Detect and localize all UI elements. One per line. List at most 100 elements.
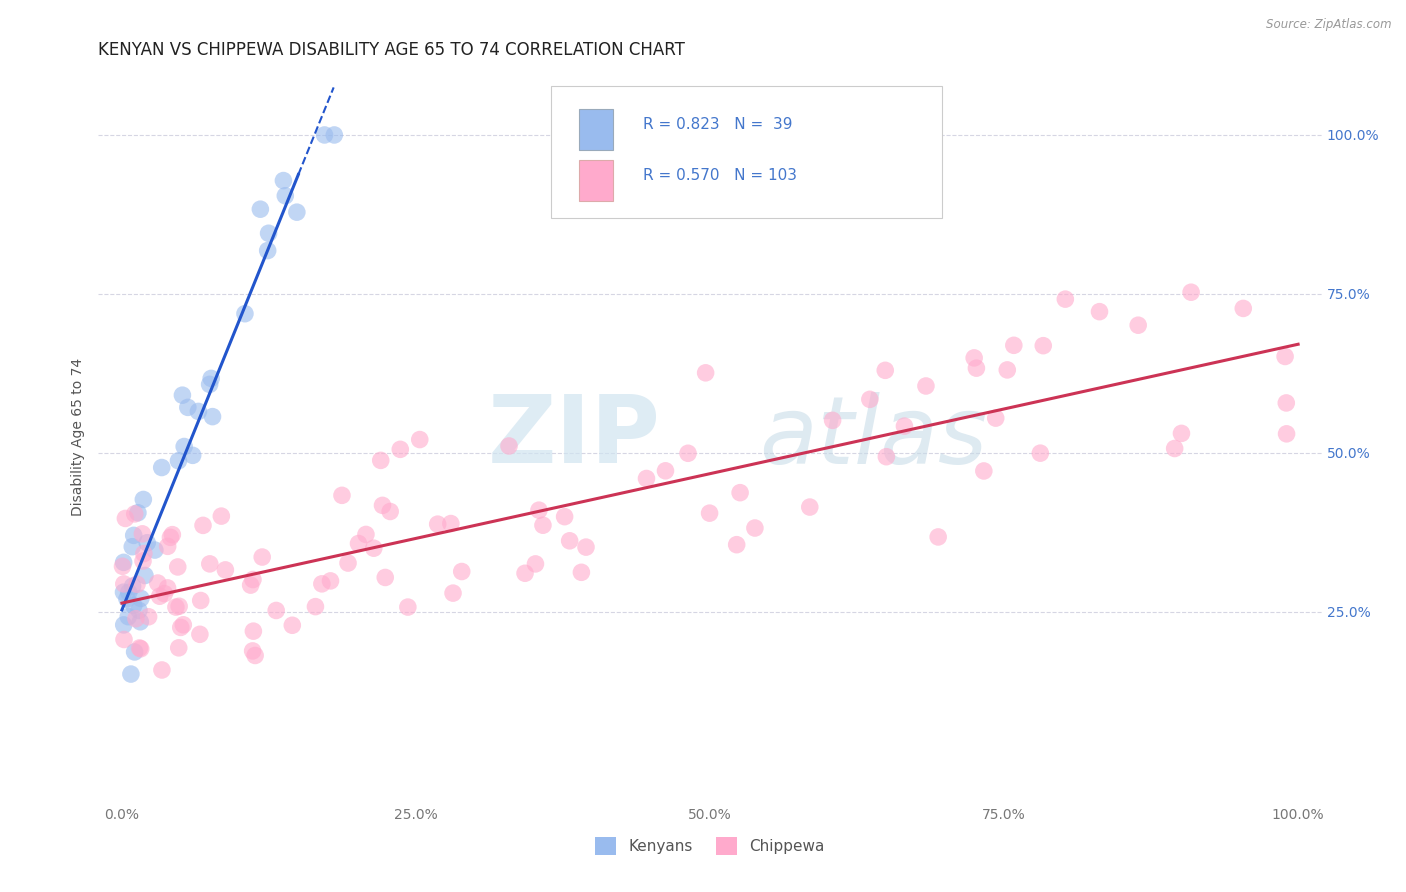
Point <box>146 576 169 591</box>
Point <box>654 464 676 478</box>
Point <box>1274 350 1296 364</box>
Point <box>242 573 264 587</box>
Point <box>1232 301 1254 316</box>
Point <box>129 591 152 606</box>
Point <box>233 307 256 321</box>
Point <box>143 543 166 558</box>
Point <box>257 227 280 241</box>
Point <box>214 563 236 577</box>
Point <box>973 464 995 478</box>
Point <box>190 593 212 607</box>
Point <box>396 600 419 615</box>
Point <box>319 574 342 588</box>
Point <box>172 388 194 402</box>
Point <box>363 541 385 556</box>
Point <box>371 499 394 513</box>
Point <box>1128 318 1150 333</box>
Point <box>125 612 148 626</box>
Point <box>112 618 135 632</box>
Point <box>347 536 370 550</box>
Point <box>513 566 536 581</box>
Point <box>198 377 221 392</box>
Point <box>198 557 221 571</box>
Point <box>191 518 214 533</box>
Point <box>172 617 194 632</box>
Point <box>201 409 224 424</box>
Y-axis label: Disability Age 65 to 74: Disability Age 65 to 74 <box>70 358 84 516</box>
Point <box>118 585 141 599</box>
Point <box>524 557 547 571</box>
Point <box>112 577 135 591</box>
Point <box>995 363 1018 377</box>
Text: R = 0.570   N = 103: R = 0.570 N = 103 <box>643 168 797 183</box>
Point <box>323 128 346 142</box>
Point <box>274 188 297 202</box>
Point <box>440 516 463 531</box>
Point <box>571 566 593 580</box>
Point <box>450 565 472 579</box>
Point <box>112 555 135 569</box>
Point <box>132 554 155 568</box>
Point <box>1054 292 1077 306</box>
Point <box>170 620 193 634</box>
Point <box>120 667 142 681</box>
Point <box>374 570 396 584</box>
Point <box>875 450 897 464</box>
Point <box>250 549 273 564</box>
Point <box>242 624 264 639</box>
Point <box>131 526 153 541</box>
Point <box>124 645 146 659</box>
Point <box>370 453 392 467</box>
Point <box>264 603 287 617</box>
Point <box>138 609 160 624</box>
Point <box>242 644 264 658</box>
Point <box>965 361 987 376</box>
Point <box>121 540 143 554</box>
Text: KENYAN VS CHIPPEWA DISABILITY AGE 65 TO 74 CORRELATION CHART: KENYAN VS CHIPPEWA DISABILITY AGE 65 TO … <box>98 41 685 59</box>
Point <box>875 363 897 377</box>
Point <box>527 503 550 517</box>
Point <box>558 533 581 548</box>
Point <box>128 603 150 617</box>
Point <box>167 640 190 655</box>
Point <box>249 202 271 217</box>
Point <box>181 448 204 462</box>
Legend: Kenyans, Chippewa: Kenyans, Chippewa <box>589 831 831 861</box>
Point <box>1163 442 1185 456</box>
Point <box>115 591 138 606</box>
Text: atlas: atlas <box>759 392 987 483</box>
Point <box>149 589 172 603</box>
Point <box>114 511 136 525</box>
Point <box>1275 396 1298 410</box>
Point <box>927 530 949 544</box>
Point <box>311 577 333 591</box>
Point <box>177 401 200 415</box>
Point <box>112 585 135 599</box>
Point <box>200 371 222 385</box>
Point <box>554 509 576 524</box>
Point <box>111 559 134 574</box>
Point <box>915 379 938 393</box>
Point <box>134 568 156 582</box>
Point <box>676 446 699 460</box>
Point <box>125 577 148 591</box>
Point <box>963 351 986 365</box>
Point <box>409 433 432 447</box>
Point <box>173 440 195 454</box>
Text: Source: ZipAtlas.com: Source: ZipAtlas.com <box>1267 18 1392 31</box>
Point <box>498 439 520 453</box>
Point <box>984 411 1007 425</box>
Point <box>1170 426 1192 441</box>
Point <box>167 454 190 468</box>
Point <box>112 632 135 647</box>
Point <box>243 648 266 663</box>
Point <box>330 488 353 502</box>
Point <box>153 587 176 601</box>
Point <box>156 581 179 595</box>
Point <box>799 500 821 514</box>
FancyBboxPatch shape <box>579 160 613 201</box>
Point <box>187 404 209 418</box>
Point <box>166 560 188 574</box>
Point <box>256 244 278 258</box>
Point <box>531 518 554 533</box>
